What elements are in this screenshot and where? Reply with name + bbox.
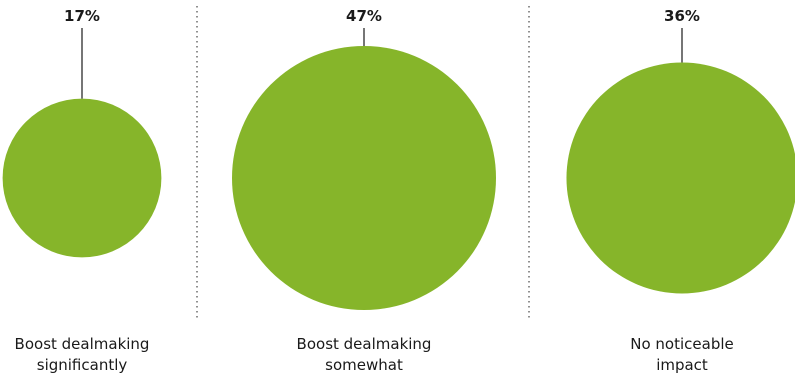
category-label-line: No noticeable [630, 335, 734, 353]
bubble [2, 98, 162, 258]
category-label-line: Boost dealmaking [296, 335, 432, 353]
category-label-no-impact: No noticeable impact [592, 334, 772, 376]
category-label-line: Boost dealmaking [14, 335, 150, 353]
value-label: 17% [64, 7, 100, 25]
category-label-line: somewhat [325, 356, 403, 374]
category-label-somewhat: Boost dealmaking somewhat [274, 334, 454, 376]
category-label-significantly: Boost dealmaking significantly [0, 334, 172, 376]
value-label: 47% [346, 7, 382, 25]
category-label-line: significantly [36, 356, 128, 374]
bubble [566, 62, 795, 294]
category-label-line: impact [656, 356, 708, 374]
value-label: 36% [664, 7, 700, 25]
bubble [232, 46, 496, 310]
